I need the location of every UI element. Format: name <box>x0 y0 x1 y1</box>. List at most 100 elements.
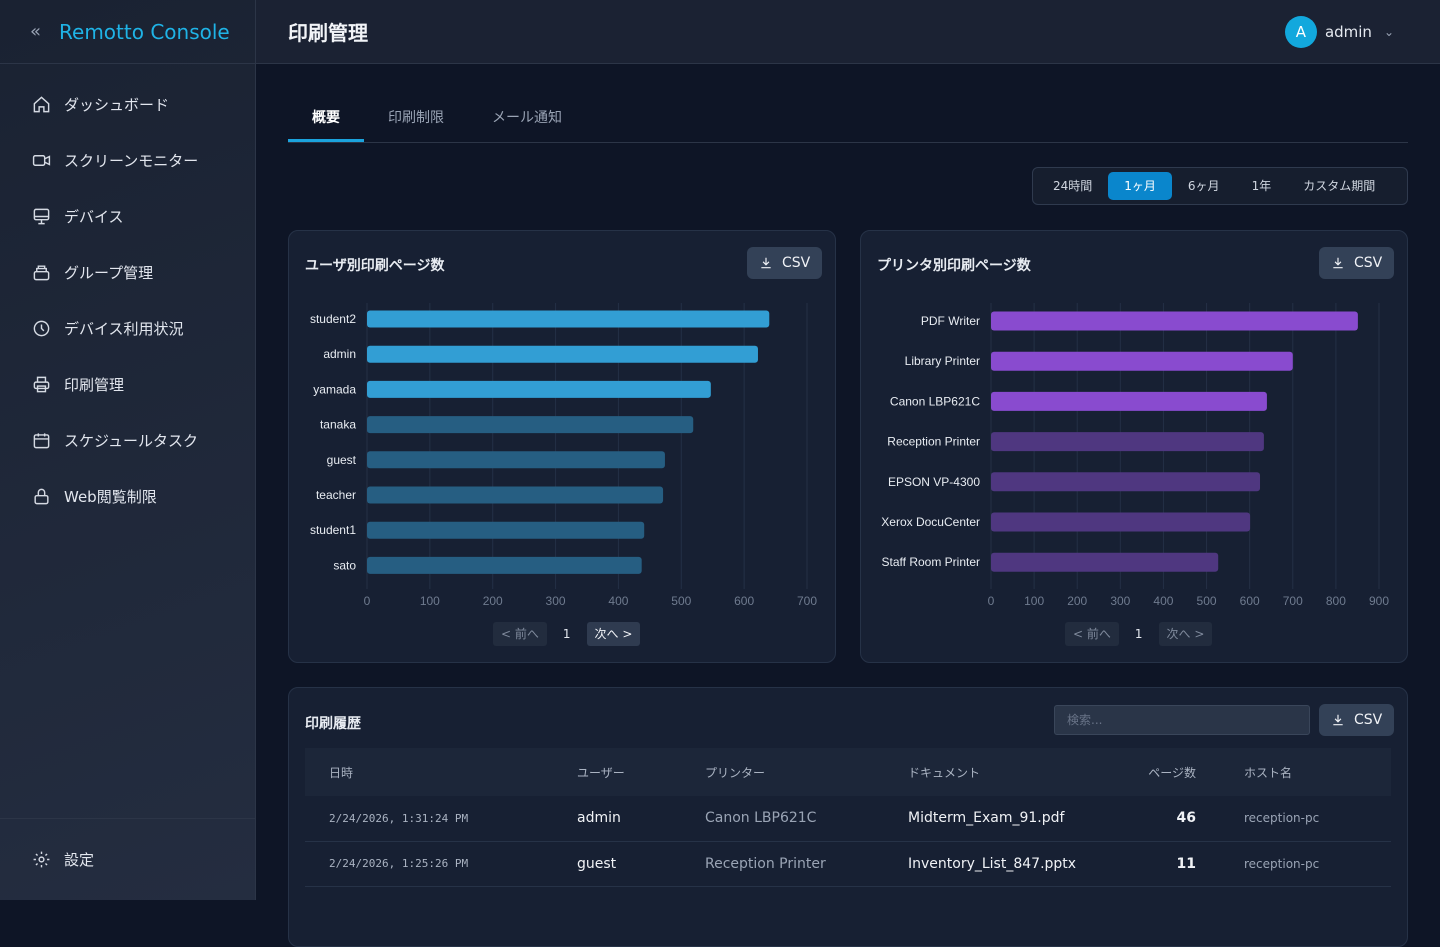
pagination: < 前へ 1 次へ > <box>493 622 641 646</box>
gear-icon <box>33 851 50 868</box>
settings-label: 設定 <box>64 851 95 869</box>
csv-export-button[interactable]: CSV <box>1319 247 1395 279</box>
video-icon <box>32 154 51 166</box>
x-tick-label: 200 <box>483 594 503 608</box>
x-tick-label: 100 <box>420 594 440 608</box>
csv-export-button[interactable]: CSV <box>747 247 823 279</box>
y-category-label: Library Printer <box>905 354 980 368</box>
csv-export-button[interactable]: CSV <box>1319 704 1395 736</box>
period-1year[interactable]: 1年 <box>1251 179 1272 193</box>
column-header-document[interactable]: ドキュメント <box>908 765 981 780</box>
x-tick-label: 100 <box>1024 594 1044 608</box>
y-category-label: student2 <box>310 312 356 326</box>
period-6months[interactable]: 6ヶ月 <box>1187 179 1220 193</box>
cell-printer: Canon LBP621C <box>681 796 884 842</box>
chart-title: ユーザ別印刷ページ数 <box>305 258 445 274</box>
y-category-label: Canon LBP621C <box>890 394 980 408</box>
x-tick-label: 500 <box>671 594 691 608</box>
download-icon <box>1333 714 1343 726</box>
y-category-label: guest <box>327 453 357 467</box>
pagination: < 前へ 1 次へ > <box>1065 622 1213 646</box>
y-category-label: yamada <box>313 382 356 396</box>
next-page-button[interactable]: 次へ > <box>586 622 641 646</box>
monitor-icon <box>33 208 50 224</box>
bar <box>991 391 1267 411</box>
bar <box>991 552 1219 572</box>
print-history-card: 印刷履歴 CSV 日時 ユーザー プリンター ドキュメント ページ数 ホスト名 … <box>288 687 1408 947</box>
x-tick-label: 600 <box>734 594 754 608</box>
column-header-pages[interactable]: ページ数 <box>1148 765 1196 780</box>
sidebar-item-web-restriction[interactable]: Web閲覧制限 <box>0 468 255 524</box>
download-icon <box>761 257 771 269</box>
sidebar-item-device-usage[interactable]: デバイス利用状況 <box>0 300 255 356</box>
cell-hostname: reception-pc <box>1220 841 1391 887</box>
csv-label: CSV <box>1354 712 1383 728</box>
history-title: 印刷履歴 <box>305 716 361 732</box>
column-header-datetime[interactable]: 日時 <box>329 765 354 780</box>
column-header-user[interactable]: ユーザー <box>577 765 625 780</box>
user-menu[interactable]: A admin ⌄ <box>1284 16 1394 48</box>
tab-print-restriction[interactable]: 印刷制限 <box>388 110 444 126</box>
sidebar-item-label: Web閲覧制限 <box>64 487 157 506</box>
sidebar-item-settings[interactable]: 設定 <box>0 818 255 900</box>
sidebar-item-print-management[interactable]: 印刷管理 <box>0 356 255 412</box>
bar <box>367 451 665 469</box>
tab-mail-notification[interactable]: メール通知 <box>492 110 562 126</box>
printer-pages-bar-chart: 0 100 200 300 400 500 600 700 800 900 PDF Writer Li… <box>881 303 1389 608</box>
y-category-label: Xerox DocuCenter <box>881 515 980 529</box>
top-header: 印刷管理 A admin ⌄ <box>256 0 1440 64</box>
cell-datetime: 2/24/2026, 1:25:26 PM <box>305 841 553 887</box>
avatar: A <box>1284 16 1317 48</box>
sidebar-item-group-management[interactable]: グループ管理 <box>0 244 255 300</box>
printer-icon <box>33 376 50 392</box>
search-input[interactable] <box>1054 705 1310 735</box>
bar <box>991 311 1358 331</box>
cell-pages: 11 <box>1120 841 1220 887</box>
page-title: 印刷管理 <box>288 21 368 45</box>
column-header-hostname[interactable]: ホスト名 <box>1244 765 1293 780</box>
chart-title: プリンタ別印刷ページ数 <box>877 258 1031 274</box>
home-icon <box>33 95 50 112</box>
sidebar-item-screen-monitor[interactable]: スクリーンモニター <box>0 132 255 188</box>
period-selector: 24時間 1ヶ月 6ヶ月 1年 カスタム期間 <box>1032 167 1408 205</box>
collapse-sidebar-icon[interactable]: « <box>30 21 42 42</box>
sidebar-item-label: スクリーンモニター <box>64 151 199 170</box>
prev-page-button[interactable]: < 前へ <box>1065 622 1119 646</box>
bar <box>991 512 1251 532</box>
bar <box>991 432 1264 452</box>
table-row[interactable]: 2/24/2026, 1:25:26 PM guest Reception Pr… <box>305 841 1391 887</box>
chevron-down-icon: ⌄ <box>1383 25 1394 39</box>
next-page-button[interactable]: 次へ > <box>1158 622 1213 646</box>
x-tick-label: 800 <box>1326 594 1346 608</box>
sidebar-item-scheduled-tasks[interactable]: スケジュールタスク <box>0 412 255 468</box>
tab-overview[interactable]: 概要 <box>288 96 364 142</box>
period-24h[interactable]: 24時間 <box>1053 179 1093 193</box>
x-tick-label: 200 <box>1067 594 1087 608</box>
x-tick-label: 300 <box>546 594 566 608</box>
sidebar-item-label: スケジュールタスク <box>64 431 198 450</box>
prev-page-button[interactable]: < 前へ <box>493 622 547 646</box>
sidebar-item-dashboard[interactable]: ダッシュボード <box>0 76 255 132</box>
column-header-printer[interactable]: プリンター <box>705 765 766 780</box>
bar <box>991 351 1293 371</box>
print-history-table: 日時 ユーザー プリンター ドキュメント ページ数 ホスト名 2/24/2026… <box>305 748 1391 887</box>
table-header-row: 日時 ユーザー プリンター ドキュメント ページ数 ホスト名 <box>305 748 1391 796</box>
x-tick-label: 700 <box>1283 594 1303 608</box>
x-tick-label: 600 <box>1240 594 1260 608</box>
printer-pages-chart-card: プリンタ別印刷ページ数 CSV 0 100 200 300 400 500 600 700 80… <box>860 230 1408 663</box>
sidebar-item-devices[interactable]: デバイス <box>0 188 255 244</box>
x-tick-label: 0 <box>988 594 995 608</box>
x-tick-label: 900 <box>1369 594 1389 608</box>
clock-icon <box>33 320 50 336</box>
x-tick-label: 700 <box>797 594 817 608</box>
y-category-label: tanaka <box>320 418 356 432</box>
brand: « Remotto Console <box>0 0 255 64</box>
tab-bar: 概要 印刷制限 メール通知 <box>288 96 1408 143</box>
user-pages-chart-card: ユーザ別印刷ページ数 CSV 0 100 200 300 400 500 600 700 stu… <box>288 230 836 663</box>
table-row[interactable]: 2/24/2026, 1:31:24 PM admin Canon LBP621… <box>305 796 1391 842</box>
sidebar-item-label: グループ管理 <box>64 263 154 282</box>
period-custom[interactable]: カスタム期間 <box>1303 179 1376 193</box>
period-1month[interactable]: 1ヶ月 <box>1108 172 1172 200</box>
x-tick-label: 400 <box>608 594 628 608</box>
sidebar-item-label: デバイス利用状況 <box>64 319 184 338</box>
